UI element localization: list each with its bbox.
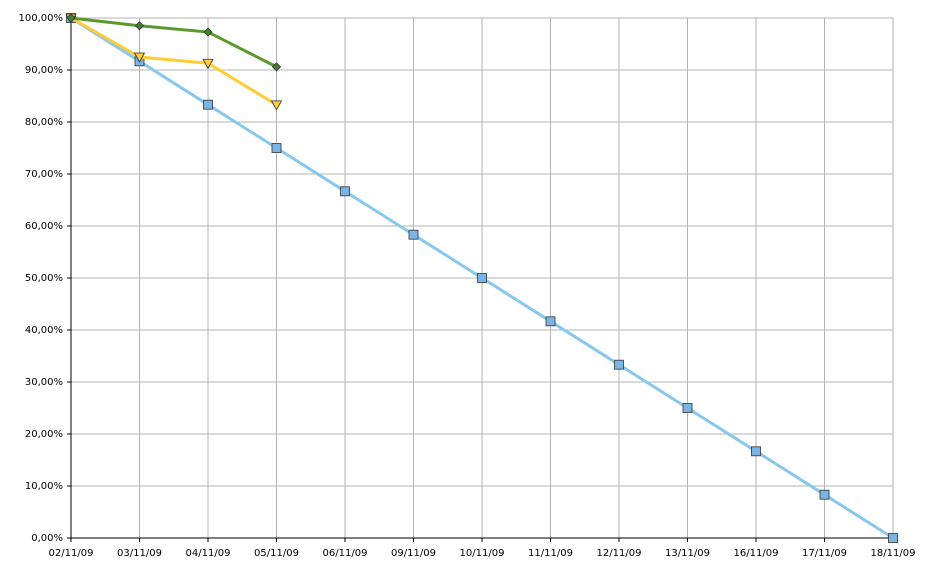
marker [271, 62, 282, 72]
x-tick-label: 06/11/09 [323, 548, 368, 559]
y-tick-label: 10,00% [25, 481, 63, 492]
marker [66, 13, 76, 23]
y-tick-label: 90,00% [25, 65, 63, 76]
x-tick-label: 02/11/09 [49, 548, 94, 559]
marker [202, 58, 214, 70]
y-tick-label: 60,00% [25, 221, 63, 232]
marker [477, 273, 487, 283]
x-tick-label: 11/11/09 [528, 548, 573, 559]
x-tick-label: 17/11/09 [802, 548, 847, 559]
x-tick-label: 05/11/09 [254, 548, 299, 559]
marker [270, 100, 283, 111]
y-tick-label: 30,00% [25, 377, 63, 388]
marker [888, 533, 898, 543]
marker [134, 21, 145, 31]
x-tick-label: 12/11/09 [597, 548, 642, 559]
y-tick-label: 50,00% [25, 273, 63, 284]
marker [203, 99, 213, 110]
marker [819, 489, 830, 500]
marker [133, 52, 146, 63]
y-tick-label: 70,00% [25, 169, 63, 180]
marker [408, 229, 419, 240]
x-tick-label: 04/11/09 [186, 548, 231, 559]
y-tick-label: 100,00% [19, 13, 64, 24]
marker [271, 143, 282, 153]
y-tick-label: 0,00% [31, 533, 63, 544]
x-tick-label: 16/11/09 [734, 548, 779, 559]
x-tick-label: 18/11/09 [871, 548, 916, 559]
marker [682, 403, 693, 413]
x-tick-label: 13/11/09 [665, 548, 710, 559]
x-tick-label: 10/11/09 [460, 548, 505, 559]
marker [614, 359, 624, 370]
series-line [70, 16, 278, 107]
series-line [70, 16, 278, 69]
marker [340, 186, 350, 197]
marker [203, 27, 213, 37]
x-tick-label: 09/11/09 [391, 548, 436, 559]
marker [545, 316, 556, 327]
y-tick-label: 20,00% [25, 429, 63, 440]
y-tick-label: 40,00% [25, 325, 63, 336]
y-tick-label: 80,00% [25, 117, 63, 128]
marker [751, 446, 761, 457]
x-tick-label: 03/11/09 [117, 548, 162, 559]
